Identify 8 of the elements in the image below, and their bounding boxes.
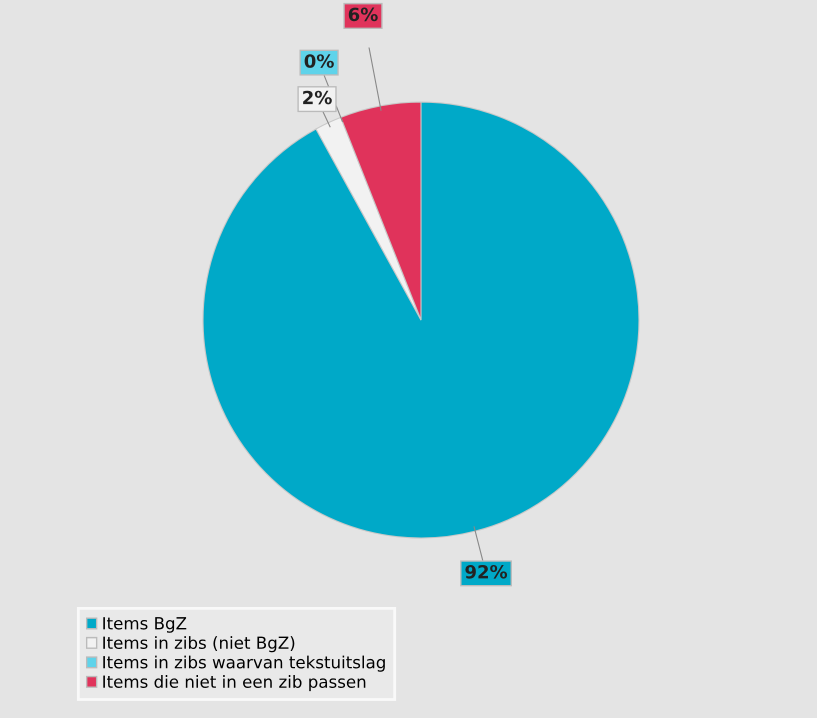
data-label: 2% bbox=[303, 90, 332, 104]
legend-label: Items in zibs waarvan tekstuitslag bbox=[103, 656, 385, 672]
legend-label: Items in zibs (niet BgZ) bbox=[103, 636, 294, 652]
data-label: 6% bbox=[348, 8, 378, 22]
text: 0% bbox=[304, 54, 334, 68]
legend-label: Items BgZ bbox=[103, 617, 186, 633]
legend-label: Items die niet in een zib passen bbox=[103, 675, 366, 692]
data-label: 92% bbox=[465, 564, 508, 579]
